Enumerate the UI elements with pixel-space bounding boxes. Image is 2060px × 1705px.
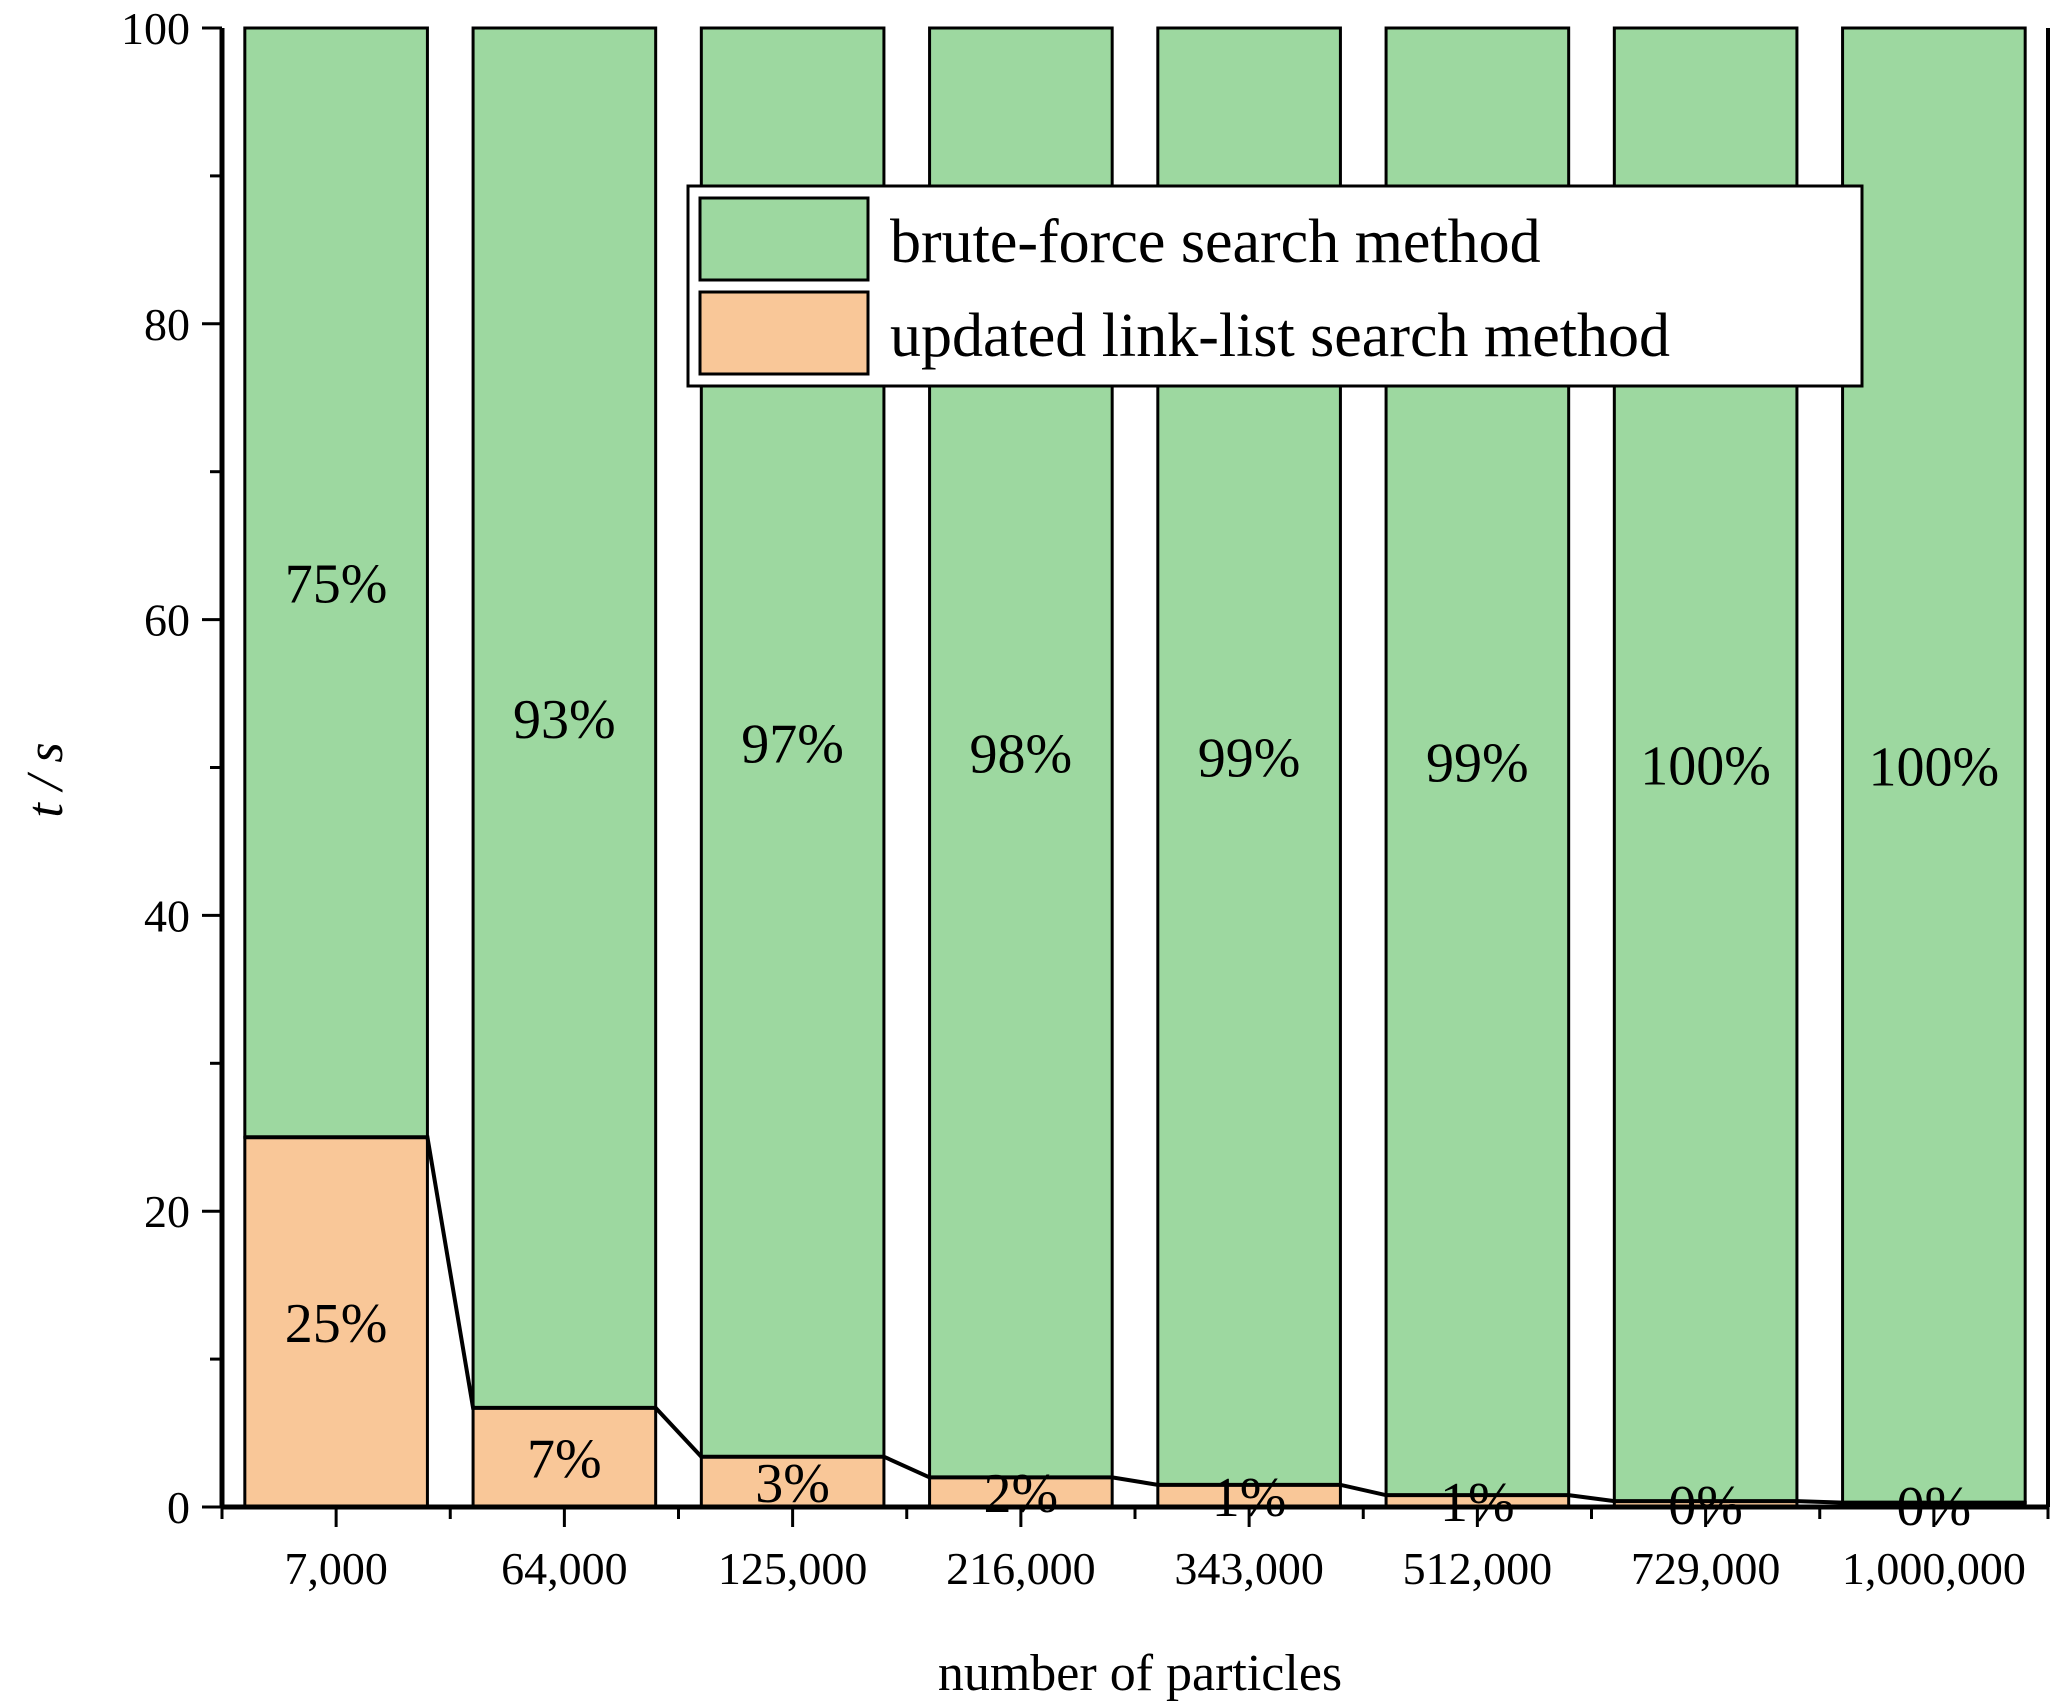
connector-line-layer — [244, 1135, 2026, 1505]
bar-link-list — [928, 1475, 1114, 1509]
data-label-brute-force: 93% — [513, 689, 616, 751]
bar-brute-force — [471, 26, 658, 1410]
data-label-brute-force: 98% — [970, 724, 1073, 786]
bar-link-list — [471, 1406, 658, 1509]
x-tick-label: 512,000 — [1403, 1543, 1553, 1594]
y-axis-title: t / s — [17, 742, 74, 817]
bar-brute-force — [1841, 26, 2027, 1505]
x-tick-label: 343,000 — [1174, 1543, 1324, 1594]
data-label-link-list: 25% — [285, 1293, 388, 1355]
x-tick-label: 7,000 — [284, 1543, 388, 1594]
bar-link-list — [243, 1135, 429, 1509]
data-label-link-list: 7% — [527, 1428, 602, 1490]
data-label-brute-force: 100% — [1869, 736, 2000, 798]
y-tick-label: 80 — [144, 299, 190, 350]
x-axis-title: number of particles — [938, 1645, 1342, 1702]
legend-label-brute-force: brute-force search method — [890, 208, 1541, 276]
data-label-brute-force: 100% — [1640, 736, 1771, 798]
data-label-brute-force: 97% — [741, 713, 844, 775]
y-tick-label: 20 — [144, 1186, 190, 1237]
x-tick-label: 216,000 — [946, 1543, 1096, 1594]
y-tick-label: 0 — [167, 1482, 190, 1533]
y-tick-label: 100 — [121, 3, 190, 54]
legend: brute-force search method updated link-l… — [686, 184, 1864, 388]
y-tick-label: 60 — [144, 595, 190, 646]
legend-label-link-list: updated link-list search method — [890, 302, 1670, 370]
x-tick-label: 729,000 — [1631, 1543, 1781, 1594]
legend-swatch-link-list — [698, 290, 870, 376]
legend-box — [686, 184, 1864, 388]
x-tick-label: 125,000 — [718, 1543, 868, 1594]
bar-link-list — [699, 1455, 886, 1509]
bar-brute-force — [243, 26, 429, 1139]
ticks-layer: 7,000 64,000 125,000 216,000 343,000 512,000 7… — [121, 3, 2050, 1594]
y-tick-label: 40 — [144, 890, 190, 941]
x-tick-label: 1,000,000 — [1842, 1543, 2026, 1594]
data-label-brute-force: 99% — [1426, 733, 1529, 795]
data-label-brute-force: 99% — [1198, 727, 1301, 789]
connector-line — [244, 1135, 2026, 1505]
legend-swatch-brute-force — [698, 196, 870, 282]
bar-labels-layer: 75%25%93%7%97%3%98%2%99%1%99%1%100%0%100… — [285, 554, 1999, 1538]
data-label-brute-force: 75% — [285, 554, 388, 616]
x-tick-label: 64,000 — [501, 1543, 628, 1594]
